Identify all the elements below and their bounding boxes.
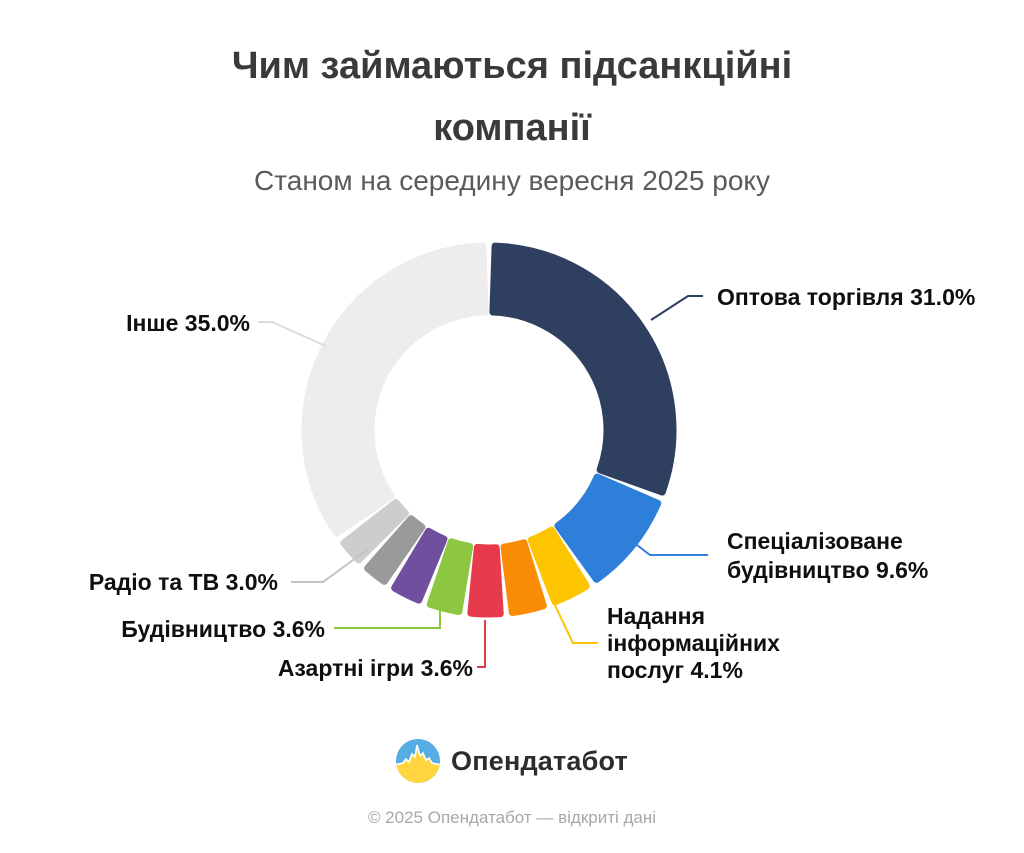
callout-line-gambling bbox=[477, 620, 486, 668]
callout-line-other bbox=[258, 321, 327, 347]
label-spec-construction-line2: будівництво 9.6% bbox=[727, 557, 929, 583]
donut-segment-9 bbox=[301, 242, 489, 537]
page-title: Чим займаються підсанкційні компанії bbox=[231, 45, 793, 149]
page-subtitle: Станом на середину вересня 2025 року bbox=[254, 165, 770, 196]
donut-segment-7 bbox=[364, 515, 426, 585]
donut-segment-2 bbox=[527, 526, 590, 606]
callout-line-wholesale bbox=[650, 295, 703, 321]
label-wholesale-text: Оптова торгівля 31.0% bbox=[717, 284, 976, 310]
label-gambling: Азартні ігри 3.6% bbox=[278, 655, 473, 682]
label-gambling-text: Азартні ігри 3.6% bbox=[277, 655, 473, 681]
label-spec-construction-line1: Спеціалізоване bbox=[727, 528, 903, 554]
donut-segment-1 bbox=[554, 473, 662, 583]
opendatabot-logo-icon bbox=[396, 739, 441, 783]
donut-segment-4 bbox=[467, 543, 504, 618]
donut-segments bbox=[301, 242, 677, 618]
brand-name: Опендатабот bbox=[451, 745, 628, 776]
label-construction-text: Будівництво 3.6% bbox=[121, 616, 325, 642]
label-radio-tv-text: Радіо та ТВ 3.0% bbox=[88, 569, 278, 595]
label-other-text: Інше 35.0% bbox=[126, 310, 250, 336]
label-info-services-line2: інформаційних bbox=[607, 630, 780, 656]
donut-segment-8 bbox=[340, 498, 409, 564]
brand-block: Опендатабот bbox=[0, 739, 1024, 783]
label-spec-construction: Спеціалізоване будівництво 9.6% bbox=[727, 527, 928, 585]
callout-line-radio-tv bbox=[291, 548, 369, 583]
footer-copyright: © 2025 Опендатабот — відкриті дані bbox=[367, 808, 657, 827]
label-other: Інше 35.0% bbox=[126, 310, 250, 337]
label-construction: Будівництво 3.6% bbox=[121, 616, 325, 643]
callout-lines bbox=[258, 295, 708, 668]
donut-segment-3 bbox=[500, 539, 547, 617]
donut-segment-6 bbox=[391, 527, 448, 604]
callout-line-construction bbox=[334, 604, 441, 629]
label-info-services-line1: Надання bbox=[607, 603, 705, 629]
label-info-services: Надання інформаційних послуг 4.1% bbox=[607, 603, 780, 684]
callout-line-info-services bbox=[552, 600, 598, 644]
donut-segment-0 bbox=[489, 242, 677, 496]
label-radio-tv: Радіо та ТВ 3.0% bbox=[89, 569, 278, 596]
callout-line-spec-construction bbox=[636, 544, 708, 556]
label-wholesale: Оптова торгівля 31.0% bbox=[717, 284, 975, 311]
label-info-services-line3: послуг 4.1% bbox=[607, 657, 743, 683]
donut-segment-5 bbox=[426, 538, 474, 615]
